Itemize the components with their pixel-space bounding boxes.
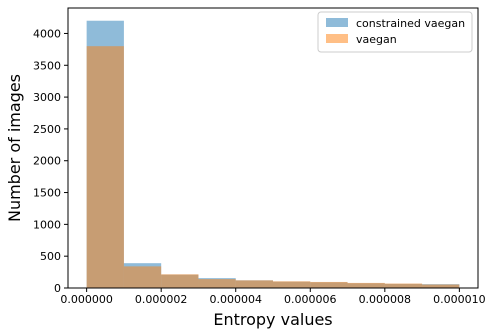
histogram-bar — [422, 284, 460, 288]
legend-label: constrained vaegan — [356, 17, 465, 30]
legend-label: vaegan — [356, 33, 397, 46]
x-tick-label: 0.000006 — [284, 293, 337, 306]
y-tick-label: 2000 — [33, 155, 61, 168]
histogram-bar — [161, 274, 199, 288]
y-tick-label: 0 — [54, 282, 61, 295]
x-axis-ticks: 0.000000 0.000002 0.000004 0.000006 0.000008… — [60, 288, 486, 306]
histogram-bar — [384, 283, 423, 288]
y-tick-label: 500 — [40, 250, 61, 263]
histogram-bar — [198, 279, 236, 288]
x-tick-label: 0.000010 — [433, 293, 486, 306]
histogram-bar — [86, 46, 124, 288]
histogram-bar — [310, 281, 348, 288]
y-tick-label: 4000 — [33, 27, 61, 40]
x-tick-label: 0.000008 — [359, 293, 412, 306]
plot-frame — [67, 7, 479, 289]
bars-layer — [86, 20, 460, 289]
y-tick-label: 2500 — [33, 123, 61, 136]
histogram-bar — [347, 282, 385, 288]
histogram-bar — [235, 280, 273, 288]
legend: constrained vaegan vaegan — [317, 11, 473, 53]
y-tick-label: 1500 — [33, 187, 61, 200]
legend-swatch — [326, 34, 348, 43]
x-tick-label: 0.000002 — [135, 293, 188, 306]
x-tick-label: 0.000004 — [209, 293, 262, 306]
y-tick-label: 3500 — [33, 59, 61, 72]
histogram-bar — [123, 266, 162, 288]
x-tick-label: 0.000000 — [60, 293, 113, 306]
y-tick-label: 1000 — [33, 218, 61, 231]
y-axis-ticks: 0 500 1000 1500 2000 2500 3000 3500 4000 — [33, 27, 68, 295]
x-axis-title: Entropy values — [213, 310, 332, 329]
y-tick-label: 3000 — [33, 91, 61, 104]
legend-box — [317, 11, 473, 53]
y-axis-title: Number of images — [5, 74, 24, 222]
histogram-bar — [273, 281, 311, 288]
legend-swatch — [326, 18, 348, 27]
